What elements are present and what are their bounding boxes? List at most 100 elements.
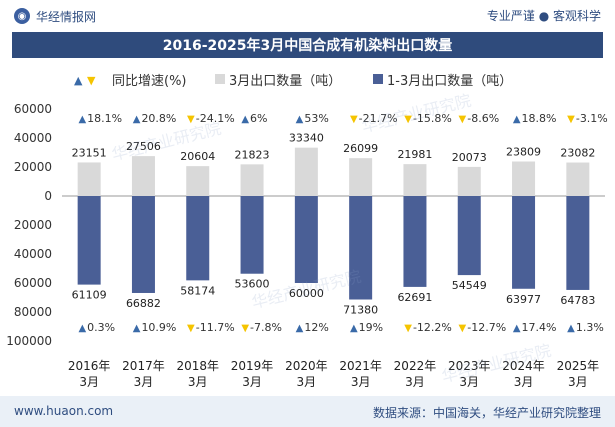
growth-up-arrow-icon: ▲ bbox=[133, 323, 141, 334]
x-tick-label: 2016年 bbox=[68, 359, 111, 373]
legend-up-arrow-icon: ▲ bbox=[74, 74, 83, 87]
growth-march-label: -21.7% bbox=[359, 112, 398, 125]
cumulative-bar bbox=[349, 196, 373, 300]
growth-march-label: 18.1% bbox=[87, 112, 122, 125]
march-bar bbox=[457, 166, 481, 196]
x-tick-label: 2023年 bbox=[448, 359, 491, 373]
growth-cumulative-label: 10.9% bbox=[141, 321, 176, 334]
data-source: 数据来源：中国海关，华经产业研究院整理 bbox=[372, 406, 601, 420]
march-value-label: 33340 bbox=[289, 132, 324, 145]
growth-cumulative-label: 17.4% bbox=[522, 321, 557, 334]
website-link[interactable]: www.huaon.com bbox=[14, 404, 114, 418]
y-tick-label: 60000 bbox=[14, 276, 52, 290]
growth-cumulative-label: 19% bbox=[359, 321, 383, 334]
march-bar bbox=[512, 161, 536, 196]
growth-march-label: 6% bbox=[250, 112, 267, 125]
y-tick-label: 40000 bbox=[14, 131, 52, 145]
x-tick-label: 2021年 bbox=[339, 359, 382, 373]
legend-down-arrow-icon: ▼ bbox=[87, 74, 96, 87]
growth-cumulative-label: 0.3% bbox=[87, 321, 115, 334]
march-value-label: 21981 bbox=[397, 148, 432, 161]
y-tick-label: 100000 bbox=[6, 334, 52, 348]
march-value-label: 20604 bbox=[180, 150, 215, 163]
cumulative-value-label: 62691 bbox=[397, 291, 432, 304]
growth-down-arrow-icon: ▼ bbox=[187, 323, 195, 334]
cumulative-bar bbox=[566, 196, 590, 290]
top-bar: ◉ 华经情报网 专业严谨 ● 客观科学 bbox=[0, 0, 615, 32]
cumulative-value-label: 66882 bbox=[126, 297, 161, 310]
y-tick-label: 0 bbox=[44, 189, 52, 203]
cumulative-value-label: 64783 bbox=[560, 294, 595, 307]
march-value-label: 20073 bbox=[452, 151, 487, 164]
legend-march-label: 3月出口数量（吨） bbox=[229, 74, 341, 89]
x-tick-label: 2025年 bbox=[557, 359, 600, 373]
x-tick-label: 2019年 bbox=[231, 359, 274, 373]
growth-up-arrow-icon: ▲ bbox=[513, 114, 521, 125]
cumulative-value-label: 71380 bbox=[343, 304, 378, 317]
growth-down-arrow-icon: ▼ bbox=[404, 323, 412, 334]
growth-up-arrow-icon: ▲ bbox=[241, 114, 249, 125]
cumulative-bar bbox=[457, 196, 481, 276]
march-bar bbox=[131, 156, 155, 196]
growth-march-label: -3.1% bbox=[576, 112, 608, 125]
march-value-label: 23809 bbox=[506, 145, 541, 158]
y-tick-label: 60000 bbox=[14, 102, 52, 116]
x-tick-label: 3月 bbox=[514, 375, 534, 389]
growth-down-arrow-icon: ▼ bbox=[350, 114, 358, 125]
growth-down-arrow-icon: ▼ bbox=[404, 114, 412, 125]
x-tick-label: 2022年 bbox=[394, 359, 437, 373]
cumulative-value-label: 53600 bbox=[235, 278, 270, 291]
y-tick-label: 20000 bbox=[14, 218, 52, 232]
growth-down-arrow-icon: ▼ bbox=[459, 323, 467, 334]
growth-up-arrow-icon: ▲ bbox=[567, 323, 575, 334]
cumulative-bar bbox=[512, 196, 536, 289]
march-bar bbox=[77, 162, 101, 196]
march-value-label: 27506 bbox=[126, 140, 161, 153]
cumulative-value-label: 60000 bbox=[289, 287, 324, 300]
growth-cumulative-label: -11.7% bbox=[196, 321, 235, 334]
growth-cumulative-label: 12% bbox=[304, 321, 328, 334]
growth-up-arrow-icon: ▲ bbox=[133, 114, 141, 125]
y-tick-label: 40000 bbox=[14, 247, 52, 261]
march-bar bbox=[566, 162, 590, 196]
growth-cumulative-label: 1.3% bbox=[576, 321, 604, 334]
growth-march-label: 20.8% bbox=[141, 112, 176, 125]
x-tick-label: 3月 bbox=[188, 375, 208, 389]
x-tick-label: 2024年 bbox=[502, 359, 545, 373]
cumulative-bar bbox=[240, 196, 264, 274]
march-value-label: 21823 bbox=[235, 148, 270, 161]
chart-area: 60000 40000 20000 0 20000 40000 60000 80000 1000… bbox=[6, 74, 608, 389]
growth-up-arrow-icon: ▲ bbox=[296, 323, 304, 334]
growth-march-label: 53% bbox=[304, 112, 328, 125]
y-tick-label: 20000 bbox=[14, 160, 52, 174]
growth-cumulative-label: -7.8% bbox=[250, 321, 282, 334]
x-tick-label: 3月 bbox=[134, 375, 154, 389]
footer: www.huaon.com 数据来源：中国海关，华经产业研究院整理 bbox=[0, 396, 615, 427]
growth-up-arrow-icon: ▲ bbox=[513, 323, 521, 334]
y-tick-label: 80000 bbox=[14, 305, 52, 319]
x-tick-label: 3月 bbox=[568, 375, 588, 389]
brand-name: 华经情报网 bbox=[36, 9, 97, 24]
march-bar bbox=[186, 166, 210, 196]
legend-cumulative-label: 1-3月出口数量（吨） bbox=[387, 74, 512, 89]
march-bar bbox=[240, 164, 264, 196]
x-tick-label: 2017年 bbox=[122, 359, 165, 373]
growth-march-label: -8.6% bbox=[467, 112, 499, 125]
growth-down-arrow-icon: ▼ bbox=[187, 114, 195, 125]
growth-cumulative-label: -12.7% bbox=[467, 321, 506, 334]
cumulative-bar bbox=[131, 196, 155, 293]
cumulative-value-label: 63977 bbox=[506, 293, 541, 306]
tagline: 专业严谨 ● 客观科学 bbox=[486, 9, 601, 23]
brand-logo-icon: ◉ bbox=[14, 8, 30, 24]
brand: ◉ 华经情报网 bbox=[14, 7, 96, 25]
x-tick-label: 3月 bbox=[351, 375, 371, 389]
x-tick-label: 3月 bbox=[459, 375, 479, 389]
growth-cumulative-label: -12.2% bbox=[413, 321, 452, 334]
growth-march-label: 18.8% bbox=[522, 112, 557, 125]
x-tick-label: 3月 bbox=[297, 375, 317, 389]
growth-down-arrow-icon: ▼ bbox=[567, 114, 575, 125]
cumulative-value-label: 58174 bbox=[180, 284, 215, 297]
x-tick-label: 2020年 bbox=[285, 359, 328, 373]
chart-title: 2016-2025年3月中国合成有机染料出口数量 bbox=[12, 32, 603, 58]
cumulative-value-label: 61109 bbox=[72, 289, 107, 302]
